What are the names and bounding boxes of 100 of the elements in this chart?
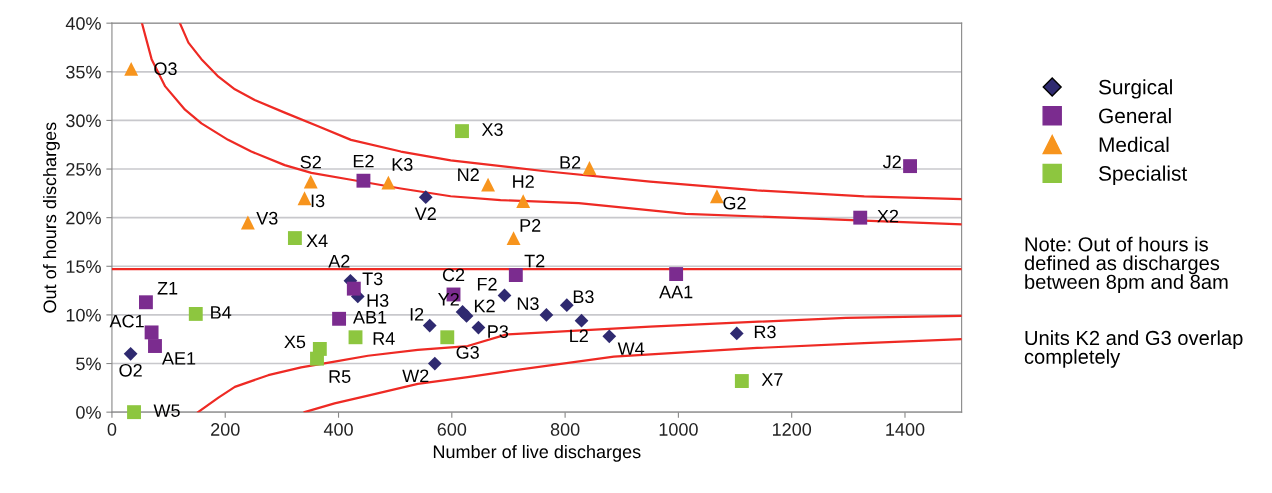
point — [427, 356, 442, 371]
x-tick-label: 200 — [211, 423, 240, 436]
point — [297, 191, 312, 206]
point — [508, 268, 523, 282]
x-tick-label: 600 — [437, 423, 467, 436]
point — [459, 309, 474, 323]
text: Note: Out of hours is defined as discharges between 8pm and 8am — [1024, 236, 1228, 293]
point — [853, 210, 868, 225]
point — [127, 405, 141, 420]
point — [734, 374, 749, 388]
point — [356, 173, 371, 188]
y-tick-label: 10% — [66, 308, 101, 322]
x-tick-label: 0 — [107, 423, 117, 436]
data-label: Z1 — [157, 282, 178, 295]
data-label: T2 — [524, 254, 545, 268]
x-axis-title: Number of live discharges — [433, 444, 641, 462]
data-label: O2 — [119, 363, 142, 377]
data-label: H2 — [513, 175, 534, 188]
data-label: G2 — [723, 196, 746, 210]
point — [506, 231, 521, 246]
point — [332, 311, 347, 326]
y-tick-label: 30% — [66, 114, 101, 128]
data-label: S2 — [300, 155, 321, 169]
point — [539, 308, 554, 322]
y-axis-title: Out of hours discharges — [43, 122, 60, 313]
data-label: V3 — [256, 211, 278, 225]
point — [381, 175, 396, 190]
point — [188, 306, 203, 321]
point — [240, 215, 255, 230]
data-label: X5 — [284, 335, 306, 349]
data-label: K2 — [474, 299, 495, 313]
point — [138, 295, 153, 310]
data-label: W2 — [402, 369, 429, 383]
data-label: I3 — [311, 194, 325, 208]
point — [287, 231, 302, 246]
data-label: X4 — [306, 234, 328, 247]
data-label: C2 — [442, 268, 465, 282]
data-label: W4 — [617, 342, 645, 355]
point — [148, 339, 162, 353]
y-tick-label: 20% — [66, 211, 101, 225]
data-label: R5 — [329, 370, 351, 383]
data-label: P2 — [520, 219, 541, 232]
point — [123, 346, 138, 361]
data-label: R3 — [754, 325, 776, 339]
point — [144, 325, 159, 340]
x-tick-label: 1000 — [659, 423, 698, 436]
point — [559, 298, 574, 313]
data-label: F2 — [477, 277, 497, 291]
x-tick-label: 800 — [550, 423, 580, 436]
text: Units K2 and G3 overlap completely — [1024, 330, 1243, 368]
point — [729, 326, 744, 341]
data-label: L2 — [570, 329, 588, 343]
data-label: AB1 — [353, 311, 387, 324]
point — [310, 351, 324, 366]
point — [481, 177, 496, 192]
data-label: R4 — [373, 332, 395, 345]
point — [348, 330, 363, 345]
point — [669, 267, 684, 282]
data-label: AA1 — [659, 285, 693, 299]
data-label: B2 — [560, 155, 581, 169]
data-label: B4 — [211, 306, 232, 319]
point — [455, 124, 469, 139]
data-label: G3 — [456, 346, 479, 359]
data-label: I2 — [410, 307, 424, 321]
point — [440, 330, 455, 345]
data-label: K3 — [392, 158, 413, 171]
x-tick-label: 1400 — [886, 423, 925, 436]
data-label: AC1 — [109, 314, 144, 328]
legend-label: Medical — [1099, 136, 1169, 153]
data-label: X3 — [481, 123, 503, 136]
y-tick-label: 15% — [66, 260, 101, 273]
y-tick-label: 5% — [76, 357, 101, 371]
point — [602, 329, 617, 344]
data-label: X2 — [877, 209, 899, 223]
legend-label: General — [1099, 107, 1171, 124]
data-label: E2 — [353, 154, 374, 168]
data-label: Y2 — [438, 292, 459, 306]
data-label: AE1 — [161, 352, 196, 365]
legend-label: Specialist — [1098, 165, 1188, 185]
x-tick-label: 1200 — [772, 423, 812, 436]
data-label: H3 — [367, 294, 389, 307]
point — [574, 313, 589, 328]
y-tick-label: 0% — [76, 406, 101, 419]
point — [709, 189, 724, 204]
point — [516, 194, 531, 209]
data-label: T3 — [362, 272, 383, 286]
point — [124, 61, 139, 76]
data-label: P3 — [488, 325, 509, 338]
data-label: W5 — [153, 404, 180, 417]
point — [422, 318, 437, 333]
point — [303, 174, 318, 189]
data-label: B3 — [573, 290, 594, 304]
y-tick-label: 25% — [66, 162, 101, 176]
data-label: A2 — [328, 254, 350, 268]
x-tick-label: 400 — [323, 423, 353, 436]
y-tick-label: 40% — [65, 17, 101, 30]
data-label: J2 — [882, 155, 901, 169]
point — [582, 161, 597, 176]
legend-label: Surgical — [1098, 79, 1172, 99]
point — [903, 159, 918, 174]
